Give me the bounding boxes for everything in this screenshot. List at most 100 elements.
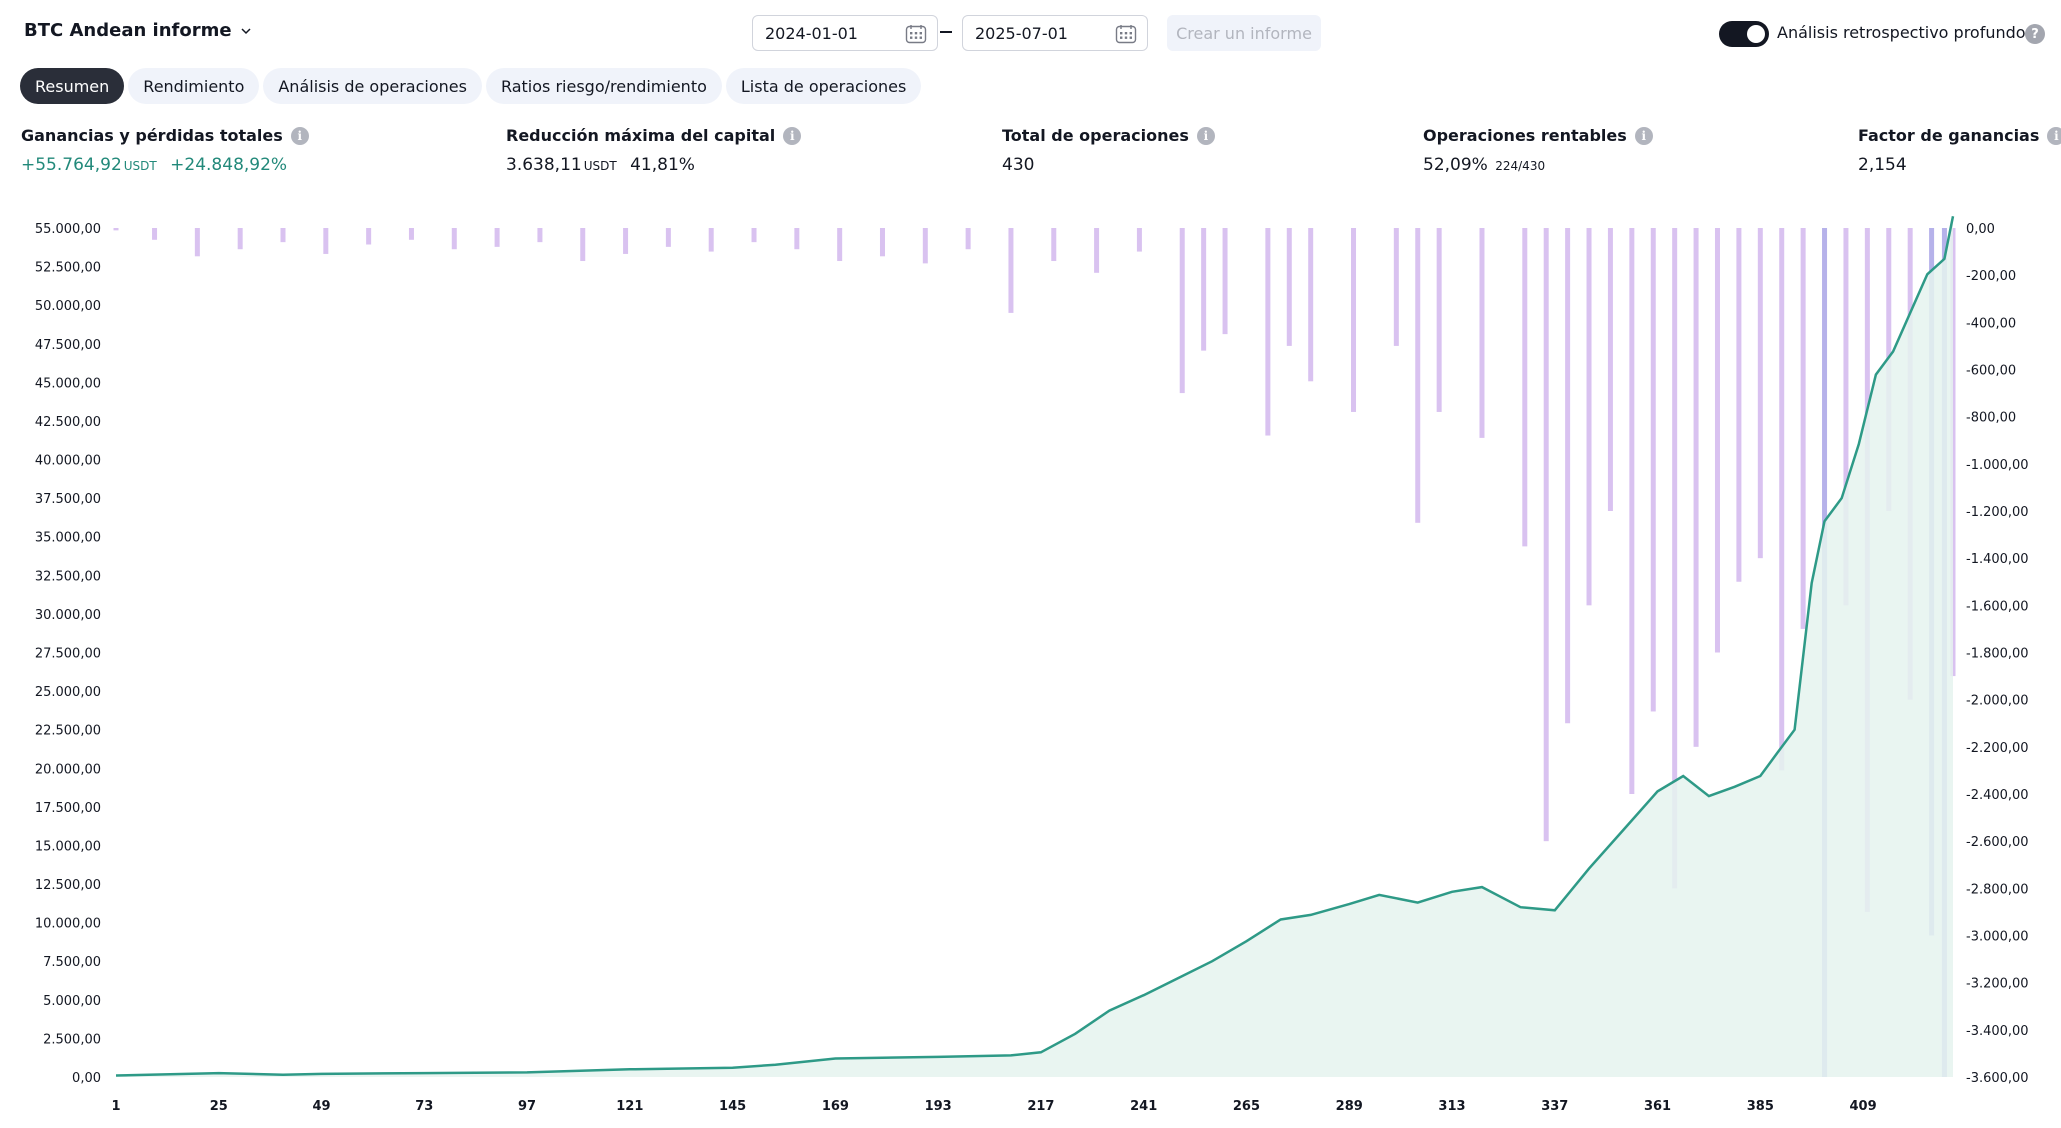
y-left-tick-label: 37.500,00 bbox=[35, 492, 101, 507]
chevron-down-icon bbox=[241, 27, 251, 34]
drawdown-bar bbox=[1672, 228, 1678, 889]
question-icon[interactable]: ? bbox=[2025, 24, 2045, 44]
y-right-tick-label: -3.600,00 bbox=[1966, 1071, 2029, 1086]
x-tick-label: 385 bbox=[1747, 1099, 1774, 1114]
stat-label: Reducción máxima del capital bbox=[506, 126, 776, 145]
equity-area-fill bbox=[116, 216, 1953, 1077]
drawdown-bar bbox=[1543, 228, 1549, 842]
tab-trades-list[interactable]: Lista de operaciones bbox=[725, 68, 922, 104]
info-icon[interactable]: i bbox=[1196, 126, 1215, 145]
stat-profitable-trades: Operaciones rentables i 52,09% 224/430 bbox=[1423, 126, 1653, 175]
tab-risk-ratios[interactable]: Ratios riesgo/rendimiento bbox=[485, 68, 722, 104]
drawdown-bar bbox=[794, 228, 800, 250]
y-left-tick-label: 35.000,00 bbox=[35, 531, 101, 546]
drawdown-bar bbox=[1136, 228, 1142, 252]
y-right-tick-label: 0,00 bbox=[1966, 222, 1995, 237]
date-to-input[interactable]: 2025-07-01 bbox=[962, 15, 1148, 51]
x-tick-label: 361 bbox=[1644, 1099, 1671, 1114]
drawdown-bar bbox=[1479, 228, 1485, 438]
drawdown-bar bbox=[1436, 228, 1442, 412]
x-tick-label: 73 bbox=[415, 1099, 433, 1114]
drawdown-bar bbox=[451, 228, 457, 250]
deep-backtest-toggle[interactable] bbox=[1719, 21, 1769, 47]
drawdown-bar bbox=[1565, 228, 1571, 724]
stat-label: Ganancias y pérdidas totales bbox=[21, 126, 283, 145]
drawdown-bar bbox=[708, 228, 714, 252]
drawdown-bar bbox=[879, 228, 885, 257]
drawdown-bar bbox=[922, 228, 928, 264]
stat-net-profit: Ganancias y pérdidas totales i +55.764,92… bbox=[21, 126, 309, 175]
y-right-tick-label: -2.600,00 bbox=[1966, 835, 2029, 850]
y-right-tick-label: -3.400,00 bbox=[1966, 1024, 2029, 1039]
y-right-tick-label: -400,00 bbox=[1966, 316, 2016, 331]
deep-backtest-label: Análisis retrospectivo profundo bbox=[1777, 23, 2026, 42]
stat-percent: +24.848,92% bbox=[170, 155, 288, 175]
y-left-tick-label: 47.500,00 bbox=[35, 338, 101, 353]
drawdown-bar bbox=[1586, 228, 1592, 606]
drawdown-bar bbox=[194, 228, 200, 257]
create-report-button[interactable]: Crear un informe bbox=[1167, 15, 1321, 51]
equity-drawdown-chart[interactable]: 55.000,00 52.500,00 50.000,00 47.500,00 45.0… bbox=[0, 200, 2061, 1128]
y-left-tick-label: 17.500,00 bbox=[35, 801, 101, 816]
x-tick-label: 1 bbox=[111, 1099, 120, 1114]
stat-unit: USDT bbox=[123, 159, 157, 173]
top-toolbar: BTC Andean informe 2024-01-01 2025-07-01… bbox=[0, 0, 2061, 66]
x-tick-label: 241 bbox=[1130, 1099, 1157, 1114]
info-icon[interactable]: i bbox=[290, 126, 309, 145]
tab-performance[interactable]: Rendimiento bbox=[128, 68, 260, 104]
y-right-tick-label: -800,00 bbox=[1966, 411, 2016, 426]
drawdown-bar bbox=[1351, 228, 1357, 412]
y-left-tick-label: 50.000,00 bbox=[35, 299, 101, 314]
info-icon[interactable]: i bbox=[1634, 126, 1653, 145]
x-tick-label: 169 bbox=[822, 1099, 849, 1114]
y-right-tick-label: -2.000,00 bbox=[1966, 694, 2029, 709]
y-left-tick-label: 45.000,00 bbox=[35, 376, 101, 391]
drawdown-bar bbox=[1094, 228, 1100, 273]
y-left-tick-label: 20.000,00 bbox=[35, 762, 101, 777]
tab-trades-analysis[interactable]: Análisis de operaciones bbox=[263, 68, 482, 104]
summary-stats: Ganancias y pérdidas totales i +55.764,92… bbox=[0, 126, 2061, 186]
drawdown-bar bbox=[1051, 228, 1057, 262]
report-name: BTC Andean informe bbox=[24, 20, 232, 41]
equity-chart-area: 55.000,00 52.500,00 50.000,00 47.500,00 45.0… bbox=[0, 200, 2061, 1128]
drawdown-bar bbox=[751, 228, 757, 243]
x-tick-label: 409 bbox=[1850, 1099, 1877, 1114]
drawdown-bar bbox=[1736, 228, 1742, 582]
y-right-tick-label: -3.000,00 bbox=[1966, 930, 2029, 945]
info-icon[interactable]: i bbox=[783, 126, 802, 145]
stat-value: 3.638,11 bbox=[506, 155, 582, 175]
drawdown-bar bbox=[113, 228, 119, 231]
calendar-icon[interactable] bbox=[905, 24, 927, 44]
drawdown-bar bbox=[1714, 228, 1720, 653]
stat-value: +55.764,92 bbox=[21, 155, 122, 175]
equity-line bbox=[115, 215, 1955, 1077]
y-left-tick-label: 12.500,00 bbox=[35, 878, 101, 893]
report-selector[interactable]: BTC Andean informe bbox=[24, 20, 252, 41]
date-from-input[interactable]: 2024-01-01 bbox=[752, 15, 938, 51]
drawdown-bar bbox=[408, 228, 414, 240]
y-right-tick-label: -1.800,00 bbox=[1966, 647, 2029, 662]
drawdown-bar bbox=[1415, 228, 1421, 523]
drawdown-bar bbox=[1607, 228, 1613, 511]
drawdown-bar bbox=[494, 228, 500, 247]
calendar-icon[interactable] bbox=[1115, 24, 1137, 44]
y-axis-right: 0,00 -200,00 -400,00 -600,00 -800,00 -1.000,0… bbox=[1966, 222, 2029, 1086]
drawdown-bar bbox=[1693, 228, 1699, 747]
y-right-tick-label: -1.000,00 bbox=[1966, 458, 2029, 473]
drawdown-bar bbox=[1179, 228, 1185, 394]
drawdown-bar bbox=[1393, 228, 1399, 346]
drawdown-bar bbox=[1779, 228, 1785, 771]
drawdown-bar bbox=[1222, 228, 1228, 335]
drawdown-bar bbox=[837, 228, 843, 262]
tab-summary[interactable]: Resumen bbox=[20, 68, 125, 104]
y-left-tick-label: 32.500,00 bbox=[35, 569, 101, 584]
stat-label: Total de operaciones bbox=[1002, 126, 1189, 145]
drawdown-bar bbox=[323, 228, 329, 254]
drawdown-bar bbox=[1843, 228, 1849, 606]
stat-total-trades: Total de operaciones i 430 bbox=[1002, 126, 1215, 175]
stat-label: Operaciones rentables bbox=[1423, 126, 1627, 145]
info-icon[interactable]: i bbox=[2047, 126, 2061, 145]
drawdown-bar bbox=[1522, 228, 1528, 547]
y-right-tick-label: -2.200,00 bbox=[1966, 741, 2029, 756]
y-left-tick-label: 22.500,00 bbox=[35, 724, 101, 739]
